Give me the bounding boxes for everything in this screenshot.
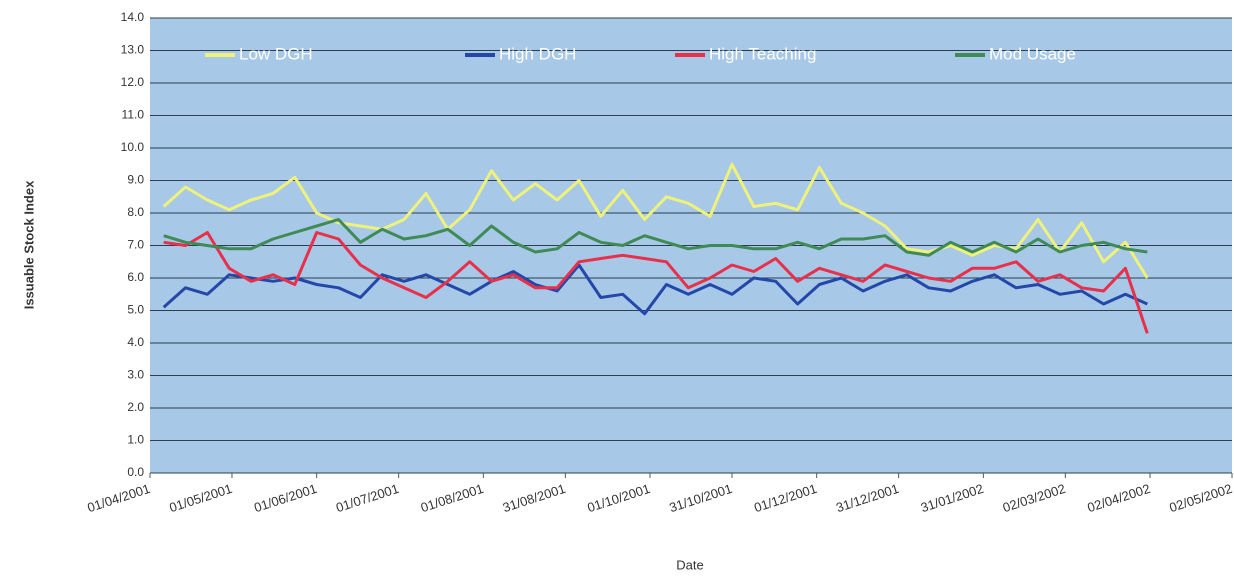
x-tick-label: 31/01/2002 bbox=[919, 481, 986, 515]
x-tick-label: 01/04/2001 bbox=[85, 481, 152, 515]
series-line bbox=[163, 231, 1149, 334]
x-tick-label: 01/05/2001 bbox=[167, 481, 234, 515]
x-tick-label: 01/10/2001 bbox=[585, 481, 652, 515]
x-tick-label: 31/12/2001 bbox=[834, 481, 901, 515]
y-tick-label: 14.0 bbox=[121, 10, 145, 24]
y-tick-label: 11.0 bbox=[122, 108, 145, 122]
y-tick-label: 13.0 bbox=[121, 43, 145, 57]
series-line bbox=[162, 162, 1149, 279]
y-tick-label: 4.0 bbox=[127, 335, 144, 349]
y-tick-label: 3.0 bbox=[127, 368, 144, 382]
x-tick-label: 31/10/2001 bbox=[667, 481, 734, 515]
x-tick-label: 31/08/2001 bbox=[501, 481, 568, 515]
x-axis-label: Date bbox=[676, 557, 703, 572]
legend-label: High DGH bbox=[499, 44, 576, 63]
x-tick-label: 01/06/2001 bbox=[252, 481, 319, 515]
y-axis-label: Issuable Stock Index bbox=[21, 180, 36, 309]
x-tick-label: 02/05/2002 bbox=[1167, 481, 1234, 515]
y-tick-label: 6.0 bbox=[127, 270, 144, 284]
y-tick-label: 9.0 bbox=[127, 173, 144, 187]
x-tick-label: 01/08/2001 bbox=[419, 481, 486, 515]
x-tick-label: 01/12/2001 bbox=[752, 481, 819, 515]
y-tick-label: 2.0 bbox=[127, 400, 144, 414]
x-tick-label: 01/07/2001 bbox=[334, 481, 401, 515]
legend-label: Mod Usage bbox=[989, 44, 1076, 63]
series-line bbox=[163, 218, 1148, 257]
x-tick-label: 02/03/2002 bbox=[1001, 481, 1068, 515]
series-line bbox=[162, 263, 1148, 316]
x-tick-label: 02/04/2002 bbox=[1085, 481, 1152, 515]
y-tick-label: 8.0 bbox=[127, 205, 144, 219]
y-tick-label: 1.0 bbox=[127, 433, 144, 447]
y-tick-label: 5.0 bbox=[127, 303, 144, 317]
legend-label: High Teaching bbox=[709, 44, 816, 63]
legend-label: Low DGH bbox=[239, 44, 313, 63]
y-tick-label: 7.0 bbox=[127, 238, 144, 252]
y-tick-label: 0.0 bbox=[127, 465, 144, 479]
y-tick-label: 10.0 bbox=[121, 140, 145, 154]
y-tick-label: 12.0 bbox=[121, 75, 145, 89]
